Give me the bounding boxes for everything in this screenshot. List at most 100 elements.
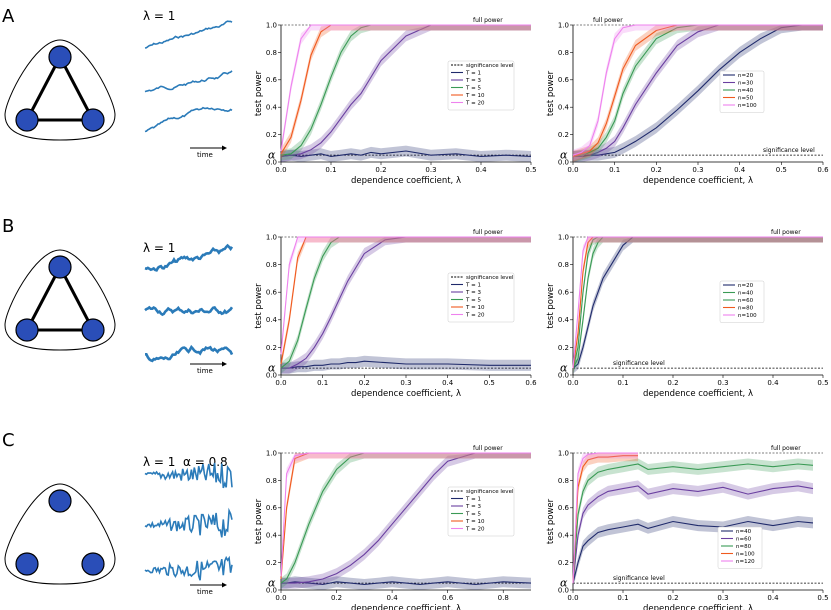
- x-tick-label: 0.1: [617, 379, 628, 387]
- x-axis-label: dependence coefficient, λ: [351, 389, 461, 399]
- y-tick-label: 0.8: [558, 261, 569, 269]
- alpha-tick: α: [268, 149, 276, 162]
- y-tick-label: 1.0: [266, 233, 277, 241]
- legend-label: n=20: [738, 283, 754, 289]
- legend-box: [719, 280, 765, 323]
- graph-diagram: [4, 39, 116, 141]
- x-tick-label: 0.6: [442, 594, 454, 602]
- series-line: [572, 236, 823, 369]
- series-band: [573, 453, 638, 589]
- graph-node: [15, 552, 39, 576]
- y-tick-label: 0.2: [558, 344, 569, 352]
- graph-edge: [58, 56, 95, 121]
- x-tick-label: 0.4: [475, 166, 487, 174]
- time-series: time: [144, 243, 234, 375]
- series-line: [572, 485, 814, 584]
- x-axis-label: dependence coefficient, λ: [351, 604, 461, 610]
- alpha-tick: α: [560, 149, 568, 162]
- series-band: [573, 237, 823, 374]
- legend-label: T = 3: [465, 78, 481, 84]
- series-band: [281, 145, 531, 162]
- y-axis-label: test power: [254, 70, 264, 116]
- x-tick-label: 0.4: [442, 379, 454, 387]
- x-axis-label: dependence coefficient, λ: [643, 389, 753, 399]
- x-tick-label: 0.0: [275, 379, 286, 387]
- y-tick-label: 0.4: [558, 532, 570, 540]
- x-tick-label: 0.6: [817, 166, 829, 174]
- legend-label: n=100: [736, 552, 755, 558]
- panel-b: Bλ = 1 time 0.0 0.2 0.4 0.6 0.8 1.0 0.0 0.1 0.2 0.3…: [2, 216, 829, 399]
- y-tick-label: 0.4: [266, 532, 278, 540]
- y-tick-label: 0.6: [558, 504, 570, 512]
- y-tick-label: 0.6: [266, 76, 278, 84]
- x-tick-label: 0.3: [692, 166, 703, 174]
- alpha-tick: α: [560, 362, 568, 375]
- x-axis-label: dependence coefficient, λ: [351, 176, 461, 186]
- time-series-line: [144, 305, 234, 317]
- graph-diagram: [4, 483, 116, 585]
- graph-node: [15, 108, 39, 132]
- x-tick-label: 0.4: [767, 594, 779, 602]
- x-tick-label: 0.5: [817, 379, 828, 387]
- legend-label: T = 1: [465, 283, 481, 289]
- y-tick-label: 1.0: [266, 21, 277, 29]
- y-tick-label: 0.4: [266, 104, 278, 112]
- full-power-label: full power: [473, 17, 503, 24]
- series-line: [280, 150, 532, 158]
- time-arrow-head: [222, 582, 227, 588]
- series-line: [280, 24, 531, 152]
- alpha-tick: α: [268, 577, 276, 590]
- x-tick-label: 0.0: [275, 594, 286, 602]
- legend-label: n=100: [738, 313, 757, 319]
- graph-node: [15, 318, 39, 342]
- time-series: time: [144, 462, 233, 596]
- y-tick-label: 0.8: [266, 477, 277, 485]
- x-tick-label: 0.3: [717, 594, 728, 602]
- legend-label: T = 10: [465, 305, 485, 311]
- alpha-label: α = 0.8: [183, 455, 228, 469]
- graph-node: [48, 255, 72, 279]
- full-power-label: full power: [771, 229, 801, 236]
- x-tick-label: 0.2: [331, 594, 342, 602]
- y-tick-label: 0.0: [266, 158, 277, 166]
- y-tick-label: 0.6: [558, 76, 570, 84]
- lambda-label: λ = 1: [143, 9, 175, 23]
- time-series-line: [144, 70, 233, 93]
- legend-label: T = 10: [465, 93, 485, 99]
- y-tick-label: 0.2: [558, 559, 569, 567]
- time-label: time: [197, 151, 213, 159]
- series-line: [280, 236, 531, 355]
- legend-label: T = 3: [465, 504, 481, 510]
- panel-label: B: [2, 216, 14, 237]
- legend-box: [447, 272, 515, 323]
- time-series-line: [144, 20, 233, 49]
- series-band: [573, 458, 813, 589]
- y-tick-label: 0.8: [558, 477, 569, 485]
- y-tick-label: 0.4: [558, 104, 570, 112]
- x-tick-label: 0.1: [325, 166, 336, 174]
- legend-label: n=40: [738, 88, 754, 94]
- graph-edge: [58, 266, 95, 331]
- legend-label: n=40: [738, 291, 754, 297]
- y-tick-label: 0.2: [266, 344, 277, 352]
- y-tick-label: 0.8: [266, 261, 277, 269]
- graph-diagram: [4, 249, 116, 351]
- legend-label: n=80: [736, 544, 752, 550]
- series-line: [280, 452, 531, 577]
- y-tick-label: 0.8: [558, 49, 569, 57]
- series-line: [572, 452, 638, 584]
- y-tick-label: 0.6: [558, 289, 570, 297]
- full-power-label: full power: [473, 229, 503, 236]
- x-tick-label: 0.0: [567, 166, 578, 174]
- graph-outline: [4, 249, 116, 351]
- series-band: [281, 25, 531, 162]
- significance-label: significance level: [613, 575, 665, 582]
- y-tick-label: 0.0: [558, 371, 569, 379]
- time-series-line: [144, 462, 233, 489]
- time-series: time: [144, 20, 233, 159]
- chart: 0.0 0.2 0.4 0.6 0.8 1.0 0.0 0.1 0.2 0.3 0.4 0.5 depe…: [254, 17, 537, 186]
- full-power-label: full power: [593, 17, 623, 24]
- legend-box: [447, 486, 515, 537]
